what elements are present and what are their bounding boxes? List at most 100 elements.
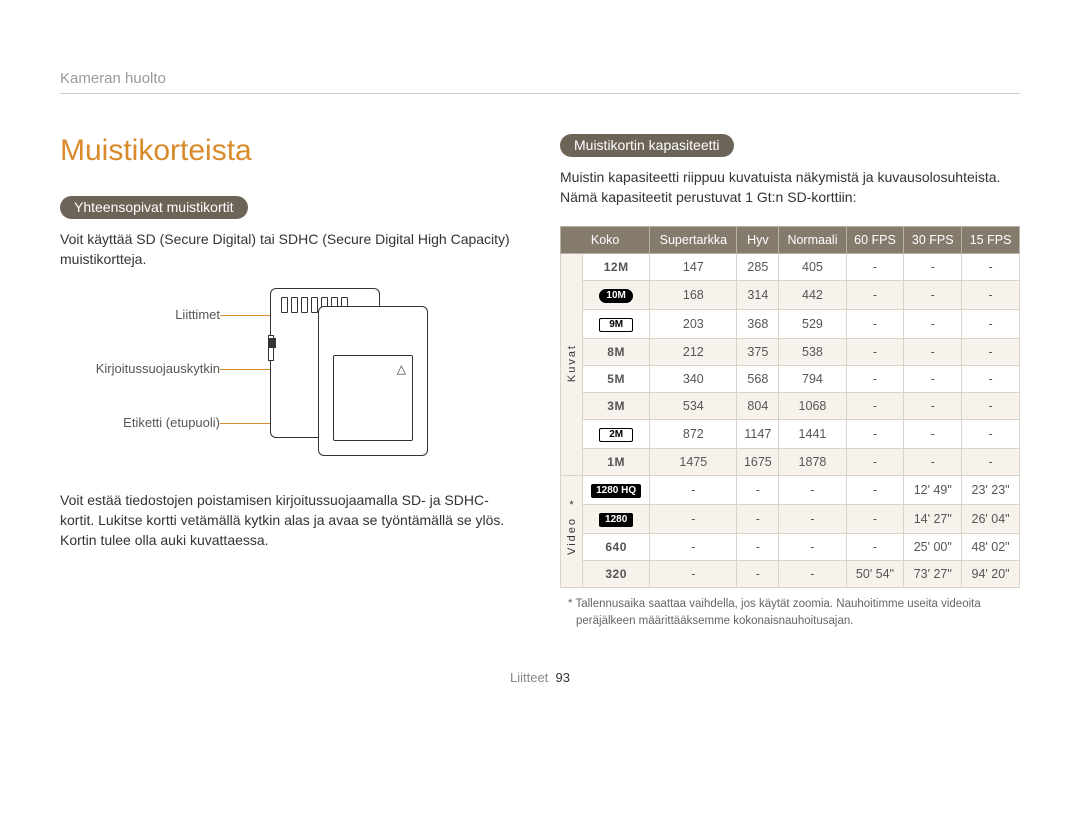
page-footer: Liitteet 93 xyxy=(60,670,1020,685)
table-cell: - xyxy=(846,504,904,533)
table-cell: - xyxy=(737,475,779,504)
table-cell: - xyxy=(904,419,962,448)
table-cell: 442 xyxy=(779,280,846,309)
section-pill-compatible: Yhteensopivat muistikortit xyxy=(60,196,248,219)
table-cell: - xyxy=(846,309,904,338)
table-cell: - xyxy=(779,533,846,560)
capacity-table: KokoSupertarkkaHyvNormaali60 FPS30 FPS15… xyxy=(560,226,1020,588)
table-row: 320---50' 54"73' 27"94' 20" xyxy=(561,560,1020,587)
table-cell: 25' 00" xyxy=(904,533,962,560)
table-cell: 50' 54" xyxy=(846,560,904,587)
sd-card-illustration: △ xyxy=(270,288,450,468)
table-cell: - xyxy=(779,475,846,504)
table-header: Koko xyxy=(561,226,650,253)
table-cell: - xyxy=(650,475,737,504)
table-cell: 538 xyxy=(779,338,846,365)
size-cell: 8M xyxy=(583,338,650,365)
page: Kameran huolto Muistikorteista Yhteensop… xyxy=(0,0,1080,715)
table-header: Normaali xyxy=(779,226,846,253)
table-cell: - xyxy=(962,392,1020,419)
table-header-row: KokoSupertarkkaHyvNormaali60 FPS30 FPS15… xyxy=(561,226,1020,253)
size-cell: 1280 HQ xyxy=(583,475,650,504)
table-cell: - xyxy=(846,392,904,419)
table-cell: - xyxy=(779,504,846,533)
table-cell: 1068 xyxy=(779,392,846,419)
size-cell: 640 xyxy=(583,533,650,560)
size-cell: 320 xyxy=(583,560,650,587)
table-cell: 1878 xyxy=(779,448,846,475)
sd-label-icon: △ xyxy=(333,355,413,441)
table-cell: - xyxy=(846,475,904,504)
table-cell: 73' 27" xyxy=(904,560,962,587)
table-cell: 340 xyxy=(650,365,737,392)
table-cell: - xyxy=(846,338,904,365)
table-cell: - xyxy=(846,253,904,280)
size-cell: 5M xyxy=(583,365,650,392)
table-header: 30 FPS xyxy=(904,226,962,253)
table-row: 10M168314442--- xyxy=(561,280,1020,309)
size-cell: 2M xyxy=(583,419,650,448)
table-cell: - xyxy=(846,533,904,560)
table-cell: 794 xyxy=(779,365,846,392)
table-cell: - xyxy=(650,560,737,587)
table-header: 15 FPS xyxy=(962,226,1020,253)
sd-card-front: △ xyxy=(318,306,428,456)
table-cell: - xyxy=(962,280,1020,309)
breadcrumb: Kameran huolto xyxy=(60,70,1020,94)
table-cell: - xyxy=(737,560,779,587)
table-row: 5M340568794--- xyxy=(561,365,1020,392)
table-cell: - xyxy=(904,365,962,392)
size-cell: 10M xyxy=(583,280,650,309)
footer-label: Liitteet xyxy=(510,670,548,685)
table-cell: - xyxy=(846,280,904,309)
table-row: 2M87211471441--- xyxy=(561,419,1020,448)
table-cell: 529 xyxy=(779,309,846,338)
table-cell: - xyxy=(779,560,846,587)
size-cell: 3M xyxy=(583,392,650,419)
footer-page-number: 93 xyxy=(556,670,570,685)
table-cell: 1475 xyxy=(650,448,737,475)
table-row: 8M212375538--- xyxy=(561,338,1020,365)
table-cell: - xyxy=(962,448,1020,475)
table-cell: 368 xyxy=(737,309,779,338)
table-row: 640----25' 00"48' 02" xyxy=(561,533,1020,560)
callout-switch: Kirjoitussuojauskytkin xyxy=(60,342,220,396)
table-cell: 147 xyxy=(650,253,737,280)
table-row: Kuvat12M147285405--- xyxy=(561,253,1020,280)
table-cell: 12' 49" xyxy=(904,475,962,504)
compatible-desc: Voit estää tiedostojen poistamisen kirjo… xyxy=(60,490,520,551)
table-cell: - xyxy=(846,365,904,392)
table-header: Hyv xyxy=(737,226,779,253)
page-title: Muistikorteista xyxy=(60,134,520,168)
table-cell: 1147 xyxy=(737,419,779,448)
size-cell: 1280 xyxy=(583,504,650,533)
table-cell: 568 xyxy=(737,365,779,392)
size-cell: 9M xyxy=(583,309,650,338)
row-group-label: *Video xyxy=(561,475,583,587)
table-cell: - xyxy=(846,448,904,475)
table-row: 1280----14' 27"26' 04" xyxy=(561,504,1020,533)
table-cell: 203 xyxy=(650,309,737,338)
table-cell: 168 xyxy=(650,280,737,309)
sd-card-diagram: Liittimet Kirjoitussuojauskytkin Etikett… xyxy=(60,288,520,468)
callout-connectors: Liittimet xyxy=(60,288,220,342)
table-cell: 94' 20" xyxy=(962,560,1020,587)
table-cell: 14' 27" xyxy=(904,504,962,533)
table-cell: - xyxy=(962,419,1020,448)
capacity-footnote: * Tallennusaika saattaa vaihdella, jos k… xyxy=(560,596,1020,631)
compatible-intro: Voit käyttää SD (Secure Digital) tai SDH… xyxy=(60,229,520,270)
right-column: Muistikortin kapasiteetti Muistin kapasi… xyxy=(560,134,1020,630)
callout-labels: Liittimet Kirjoitussuojauskytkin Etikett… xyxy=(60,288,220,450)
table-cell: 48' 02" xyxy=(962,533,1020,560)
table-cell: - xyxy=(904,280,962,309)
table-cell: 314 xyxy=(737,280,779,309)
table-header: 60 FPS xyxy=(846,226,904,253)
table-cell: - xyxy=(962,309,1020,338)
table-cell: 285 xyxy=(737,253,779,280)
capacity-intro: Muistin kapasiteetti riippuu kuvatuista … xyxy=(560,167,1020,208)
table-cell: 26' 04" xyxy=(962,504,1020,533)
table-cell: 405 xyxy=(779,253,846,280)
table-cell: - xyxy=(737,504,779,533)
table-cell: - xyxy=(846,419,904,448)
callout-line xyxy=(220,315,270,316)
